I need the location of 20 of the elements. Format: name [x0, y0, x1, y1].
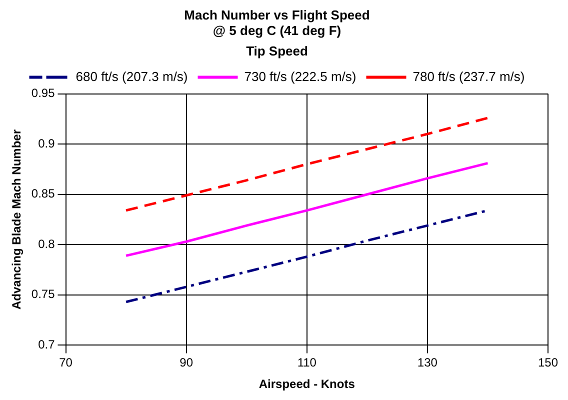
legend-label: 680 ft/s (207.3 m/s) — [76, 68, 188, 84]
y-tick-label: 0.95 — [31, 86, 56, 100]
y-axis-title: Advancing Blade Mach Number — [10, 129, 24, 310]
y-tick-label: 0.75 — [31, 287, 56, 302]
y-tick-label: 0.8 — [38, 236, 56, 251]
x-tick-label: 110 — [297, 356, 317, 370]
legend-label: 780 ft/s (237.7 m/s) — [412, 68, 525, 84]
line-series — [124, 116, 489, 212]
x-tick-label: 90 — [180, 356, 194, 370]
y-tick-label: 0.7 — [38, 338, 56, 352]
x-tick-label: 70 — [59, 356, 73, 370]
y-tick-label: 0.85 — [31, 186, 56, 201]
chart-subtitle: @ 5 deg C (41 deg F) — [212, 22, 342, 38]
x-tick-label: 130 — [417, 356, 438, 370]
x-axis-title: Airspeed - Knots — [258, 377, 356, 392]
chart-title: Mach Number vs Flight Speed — [184, 7, 370, 22]
x-tick-label: 150 — [538, 356, 558, 370]
legend-title: Tip Speed — [246, 43, 308, 58]
legend-label: 730 ft/s (222.5 m/s) — [244, 68, 356, 84]
y-tick-label: 0.9 — [38, 136, 56, 150]
